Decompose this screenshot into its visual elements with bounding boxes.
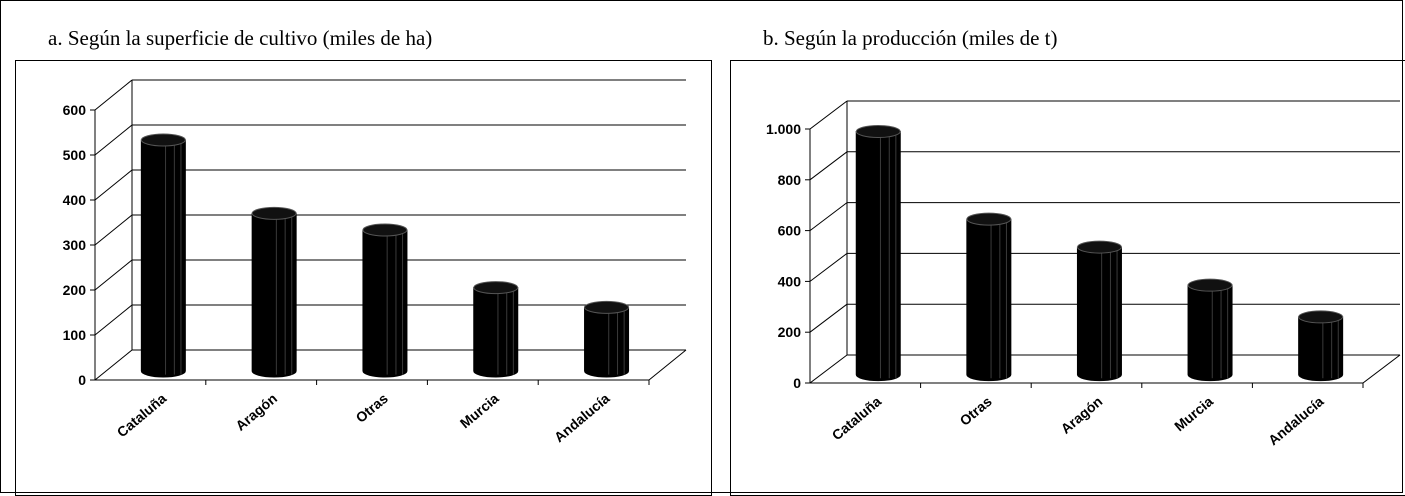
chart-a-title: a. Según la superficie de cultivo (miles… bbox=[48, 26, 433, 50]
chart-a-tick-label: 500 bbox=[63, 147, 87, 163]
chart-b-bar bbox=[966, 218, 1012, 382]
chart-b-category-label: Andalucía bbox=[1265, 393, 1327, 448]
chart-a-depth-line bbox=[94, 124, 133, 156]
chart-b-category-label: Murcia bbox=[1171, 393, 1216, 434]
chart-b-bar-top bbox=[966, 212, 1012, 226]
chart-a-bar-top bbox=[473, 281, 519, 295]
chart-a-tick-label: 200 bbox=[63, 282, 87, 298]
chart-b-bar-top bbox=[1187, 278, 1233, 292]
chart-b-bar-top bbox=[1298, 310, 1344, 324]
chart-a-depth-line bbox=[94, 169, 133, 201]
chart-b-depth-line bbox=[809, 303, 848, 333]
chart-a-tick-label: 300 bbox=[63, 237, 87, 253]
chart-b-title: b. Según la producción (miles de t) bbox=[763, 26, 1058, 50]
chart-a-depth-line bbox=[94, 349, 133, 381]
chart-a-tick-label: 100 bbox=[63, 327, 87, 343]
chart-b-bar bbox=[1187, 284, 1233, 382]
chart-b-category-label: Otras bbox=[956, 393, 994, 429]
chart-b-category-label: Aragón bbox=[1058, 393, 1106, 437]
chart-b-bar-top bbox=[1076, 240, 1122, 254]
chart-b-bar bbox=[1076, 246, 1122, 382]
chart-a-depth-line bbox=[94, 259, 133, 291]
chart-b-tick-label: 800 bbox=[778, 172, 802, 188]
chart-a-floor-right-edge bbox=[648, 349, 687, 381]
chart-a-depth-line bbox=[94, 304, 133, 336]
chart-b-tick-label: 0 bbox=[793, 375, 801, 391]
chart-b-bar-top bbox=[855, 125, 901, 139]
chart-b-category-label: Cataluña bbox=[829, 393, 885, 443]
chart-a-bar-top bbox=[251, 206, 297, 220]
chart-b-depth-line bbox=[809, 151, 848, 181]
chart-a-tick-label: 400 bbox=[63, 192, 87, 208]
chart-a-tick-label: 0 bbox=[78, 372, 86, 388]
chart-b-depth-line bbox=[809, 202, 848, 231]
chart-b-bar bbox=[855, 131, 901, 382]
chart-b-depth-line bbox=[809, 100, 848, 130]
chart-b-floor-right-edge bbox=[1362, 354, 1401, 384]
chart-b-depth-line bbox=[809, 354, 848, 384]
chart-a-depth-line bbox=[94, 79, 133, 111]
chart-b-tick-label: 200 bbox=[778, 324, 802, 340]
chart-a-depth-line bbox=[94, 214, 133, 246]
chart-b-tick-label: 600 bbox=[778, 223, 802, 239]
chart-b-tick-label: 1.000 bbox=[766, 121, 801, 137]
chart-b-tick-label: 400 bbox=[778, 273, 802, 289]
chart-a-bar-top bbox=[584, 300, 630, 314]
chart-b-depth-line bbox=[809, 253, 848, 282]
chart-a-tick-label: 600 bbox=[63, 102, 87, 118]
chart-a-bar-top bbox=[140, 133, 186, 147]
chart-b-bar bbox=[1298, 316, 1344, 382]
chart-a-bar-top bbox=[362, 223, 408, 237]
